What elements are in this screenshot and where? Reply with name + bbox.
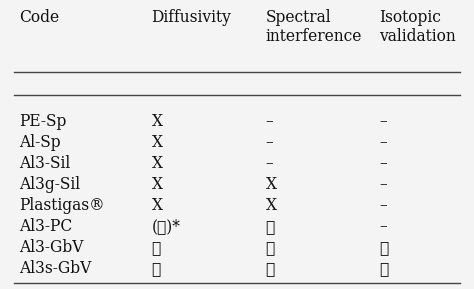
Text: ✓: ✓ [265,260,275,277]
Text: X: X [152,176,163,193]
Text: –: – [379,176,387,193]
Text: X: X [152,113,163,130]
Text: X: X [152,197,163,214]
Text: –: – [265,113,273,130]
Text: –: – [379,218,387,235]
Text: Spectral
interference: Spectral interference [265,9,362,45]
Text: Al3-PC: Al3-PC [19,218,72,235]
Text: X: X [265,176,276,193]
Text: ✓: ✓ [152,260,161,277]
Text: Al3-GbV: Al3-GbV [19,239,83,256]
Text: (✓)*: (✓)* [152,218,181,235]
Text: ✓: ✓ [265,218,275,235]
Text: Al3g-Sil: Al3g-Sil [19,176,80,193]
Text: Al3-Sil: Al3-Sil [19,155,70,172]
Text: Plastigas®: Plastigas® [19,197,105,214]
Text: Isotopic
validation: Isotopic validation [379,9,456,45]
Text: –: – [379,134,387,151]
Text: ✓: ✓ [379,239,389,256]
Text: –: – [379,197,387,214]
Text: Diffusivity: Diffusivity [152,9,232,26]
Text: –: – [379,155,387,172]
Text: ✓: ✓ [379,260,389,277]
Text: X: X [152,134,163,151]
Text: –: – [379,113,387,130]
Text: –: – [265,134,273,151]
Text: X: X [152,155,163,172]
Text: –: – [265,155,273,172]
Text: PE-Sp: PE-Sp [19,113,66,130]
Text: ✓: ✓ [265,239,275,256]
Text: ✓: ✓ [152,239,161,256]
Text: Al3s-GbV: Al3s-GbV [19,260,91,277]
Text: Code: Code [19,9,59,26]
Text: Al-Sp: Al-Sp [19,134,61,151]
Text: X: X [265,197,276,214]
